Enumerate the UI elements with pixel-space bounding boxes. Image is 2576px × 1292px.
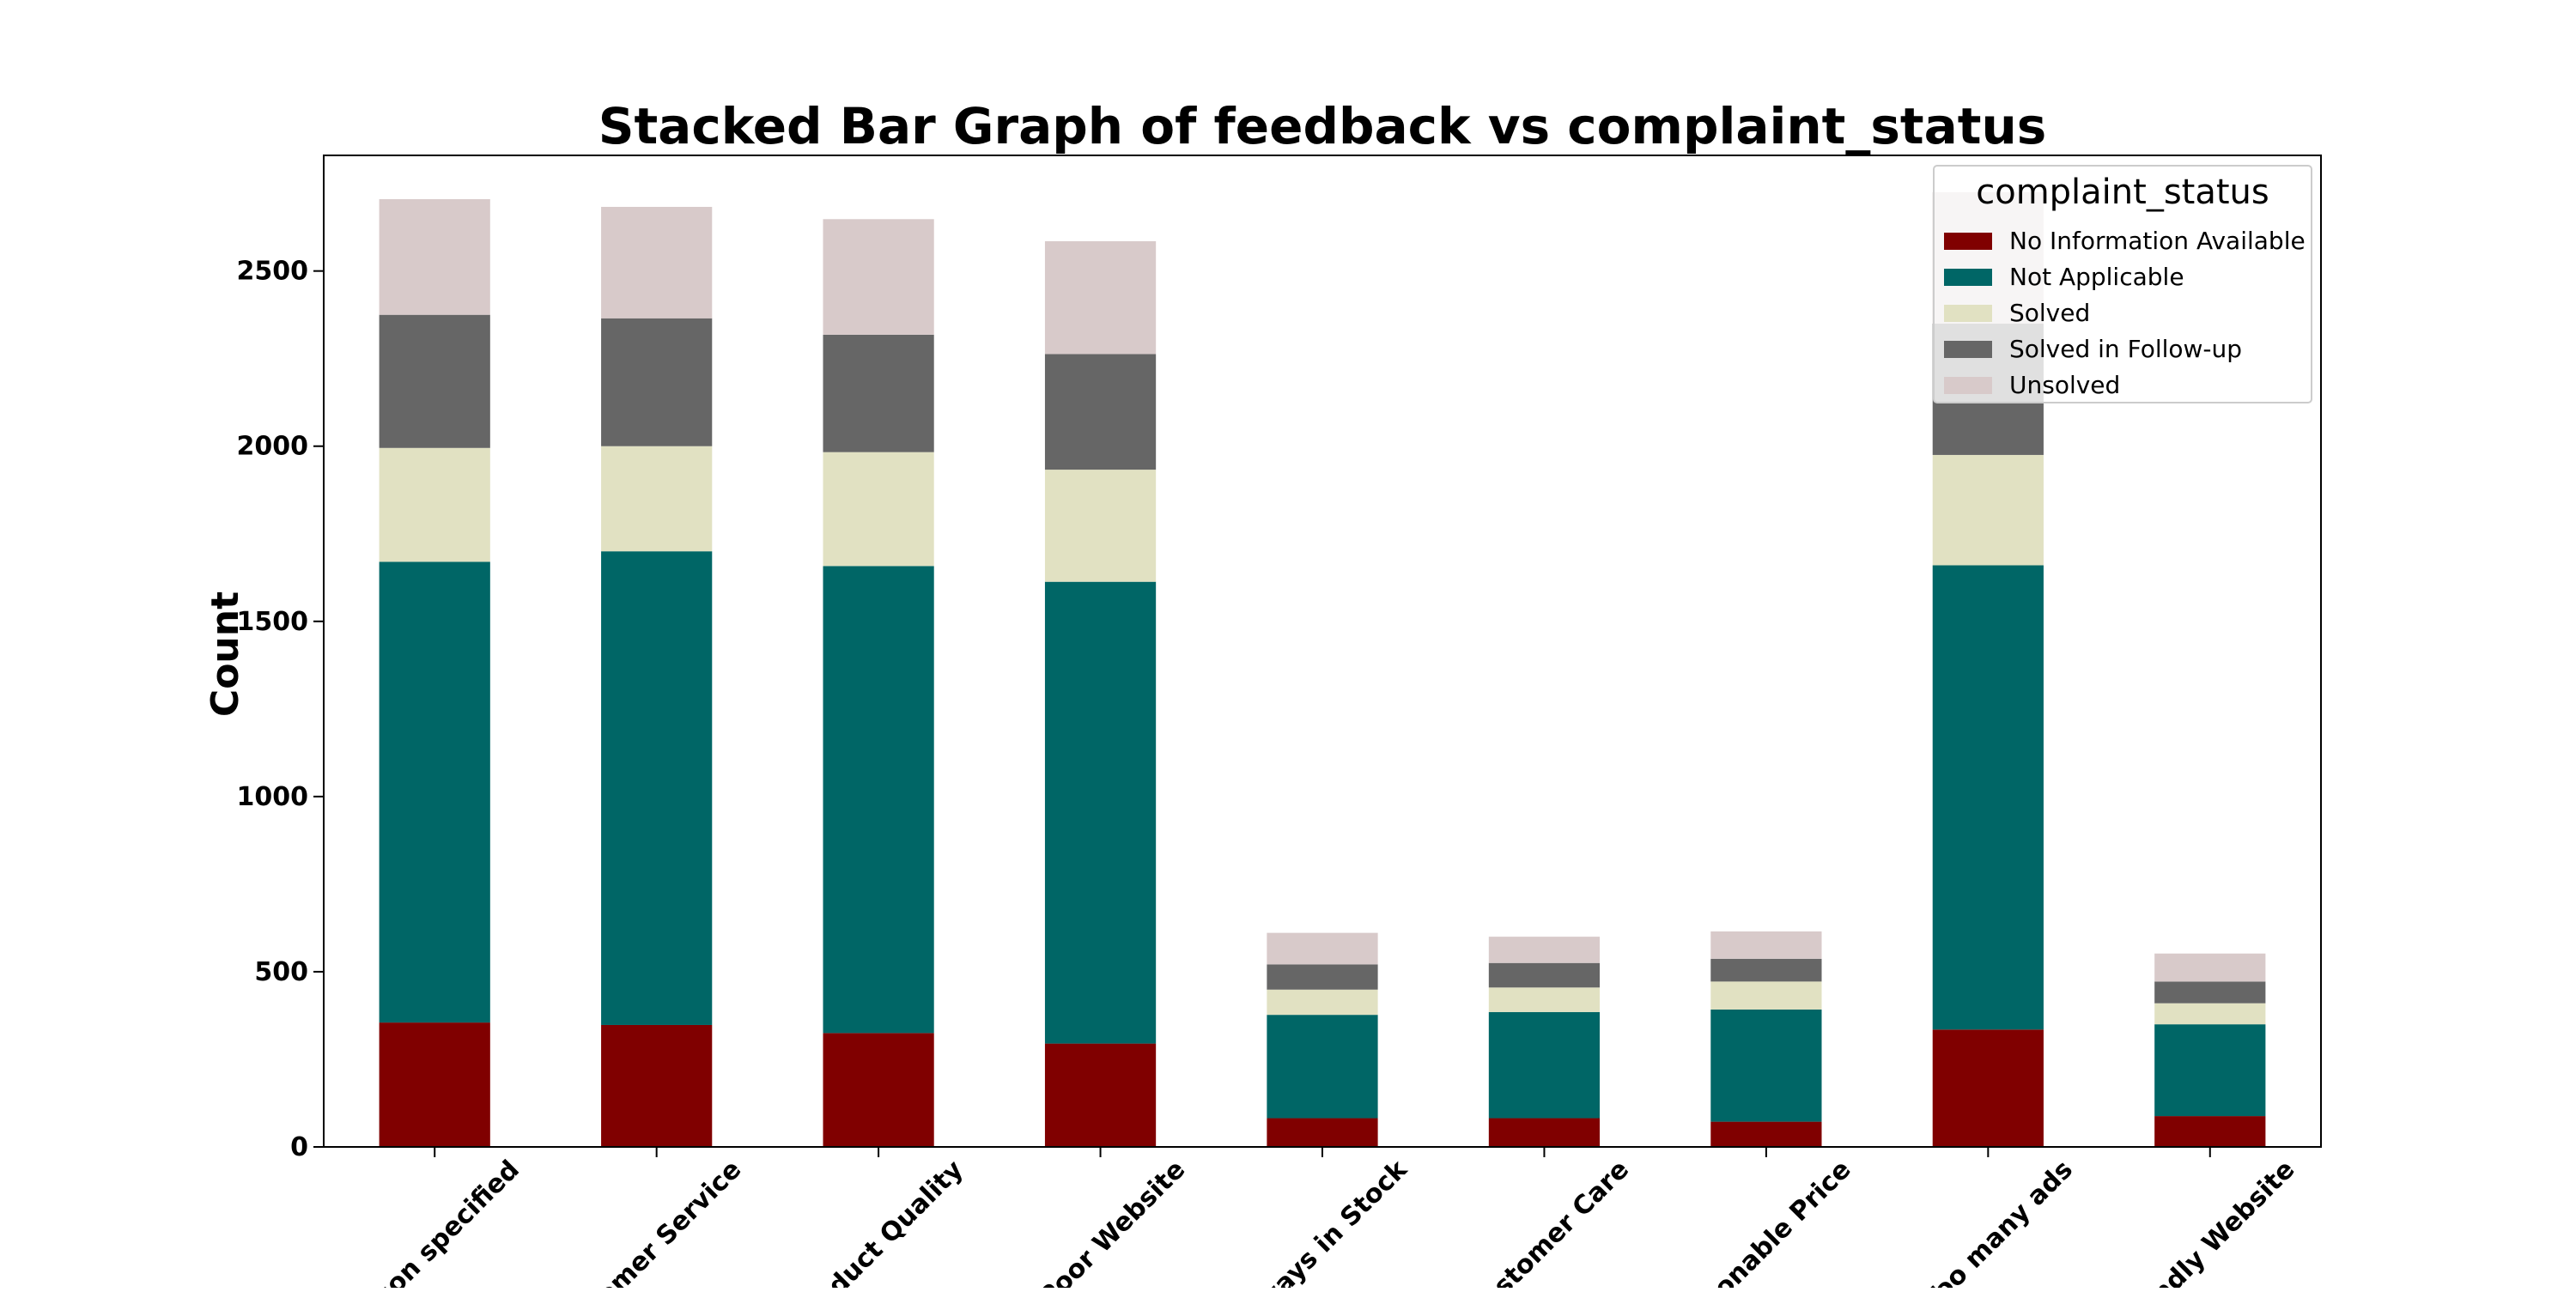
- bar-segment: [601, 1024, 713, 1147]
- bar-stack: [1488, 937, 1601, 1147]
- bar-segment: [1932, 565, 2044, 1030]
- bar-stack: [2154, 953, 2266, 1147]
- bar-segment: [1267, 964, 1378, 990]
- legend-title: complaint_status: [1976, 173, 2269, 212]
- bar-segment: [1044, 354, 1157, 470]
- bar-segment: [1488, 962, 1601, 988]
- y-tick-label: 2000: [237, 432, 309, 462]
- bar-segment: [823, 452, 934, 567]
- legend-label: No Information Available: [2009, 227, 2306, 255]
- legend-box: [1933, 165, 2312, 403]
- bar-segment: [2154, 1024, 2266, 1117]
- bar-segment: [1710, 931, 1822, 959]
- bar-segment: [601, 551, 713, 1025]
- x-tick-label: son specified: [369, 1155, 526, 1288]
- legend-label: Not Applicable: [2009, 263, 2184, 291]
- y-axis: 0 500 1000 1500 2000 2500: [237, 257, 324, 1162]
- bar-segment: [2154, 1116, 2266, 1147]
- bar-segment: [601, 446, 713, 552]
- x-tick-label: ndly Website: [2146, 1155, 2300, 1288]
- y-tick-label: 1000: [237, 782, 309, 812]
- legend-item: Solved in Follow-up: [1944, 335, 2242, 363]
- legend-swatch: [1944, 341, 1992, 358]
- bar-segment: [1267, 1015, 1378, 1119]
- bar-segment: [1488, 1118, 1601, 1147]
- bar-stack: [601, 206, 713, 1147]
- y-tick-label: 2500: [237, 257, 309, 287]
- chart-title: Stacked Bar Graph of feedback vs complai…: [598, 97, 2047, 155]
- x-tick-label: oduct Quality: [810, 1155, 969, 1288]
- bar-segment: [379, 199, 490, 315]
- legend-label: Solved in Follow-up: [2009, 335, 2242, 363]
- bar-segment: [379, 314, 490, 448]
- x-tick-label: Poor Website: [1033, 1155, 1191, 1288]
- bar-segment: [601, 318, 713, 446]
- legend-label: Unsolved: [2009, 371, 2120, 399]
- y-tick-label: 500: [254, 957, 308, 987]
- legend-label: Solved: [2009, 299, 2090, 327]
- legend: complaint_status No Information Available…: [1933, 165, 2312, 403]
- y-tick-label: 1500: [237, 607, 309, 637]
- bar-segment: [1044, 470, 1157, 582]
- bar-segment: [1710, 1121, 1822, 1147]
- bar-segment: [601, 206, 713, 318]
- bar-segment: [1044, 581, 1157, 1044]
- legend-item: Solved: [1944, 299, 2090, 327]
- bar-segment: [823, 219, 934, 335]
- legend-swatch: [1944, 269, 1992, 286]
- bar-segment: [379, 447, 490, 562]
- bar-stack: [1044, 240, 1157, 1147]
- bar-segment: [2154, 981, 2266, 1004]
- x-tick-label: tomer Service: [582, 1155, 747, 1288]
- bar-segment: [2154, 1003, 2266, 1025]
- bar-segment: [823, 334, 934, 452]
- y-axis-label: Count: [204, 591, 247, 717]
- bar-segment: [823, 1033, 934, 1147]
- x-tick-label: sonable Price: [1698, 1155, 1857, 1288]
- bar-segment: [1044, 240, 1157, 355]
- legend-item: Not Applicable: [1944, 263, 2184, 291]
- bar-segment: [2154, 953, 2266, 982]
- bar-stack: [379, 199, 490, 1147]
- x-axis: son specified tomer Service oduct Quality P…: [369, 1147, 2300, 1292]
- y-tick-label: 0: [290, 1132, 308, 1162]
- bar-segment: [823, 566, 934, 1034]
- legend-swatch: [1944, 305, 1992, 322]
- bar-stack: [1710, 931, 1822, 1147]
- bar-stack: [823, 219, 934, 1147]
- bar-segment: [1267, 989, 1378, 1016]
- bar-segment: [1932, 454, 2044, 566]
- legend-item: No Information Available: [1944, 227, 2306, 255]
- bar-segment: [1267, 932, 1378, 965]
- bar-segment: [1710, 958, 1822, 982]
- bar-segment: [1044, 1043, 1157, 1147]
- x-tick-label: ustomer Care: [1475, 1155, 1635, 1288]
- bar-stack: [1267, 932, 1378, 1147]
- bar-segment: [1488, 1011, 1601, 1119]
- bar-segment: [1488, 987, 1601, 1012]
- bar-segment: [1710, 981, 1822, 1010]
- bar-segment: [379, 561, 490, 1023]
- bar-segment: [379, 1022, 490, 1147]
- bar-segment: [1267, 1118, 1378, 1147]
- bar-segment: [1932, 1029, 2044, 1147]
- x-tick-label: ways in Stock: [1251, 1154, 1413, 1288]
- legend-swatch: [1944, 233, 1992, 250]
- bar-segment: [1710, 1010, 1822, 1122]
- x-tick-label: Too many ads: [1917, 1155, 2079, 1288]
- legend-swatch: [1944, 377, 1992, 394]
- bar-segment: [1488, 937, 1601, 963]
- legend-item: Unsolved: [1944, 371, 2120, 399]
